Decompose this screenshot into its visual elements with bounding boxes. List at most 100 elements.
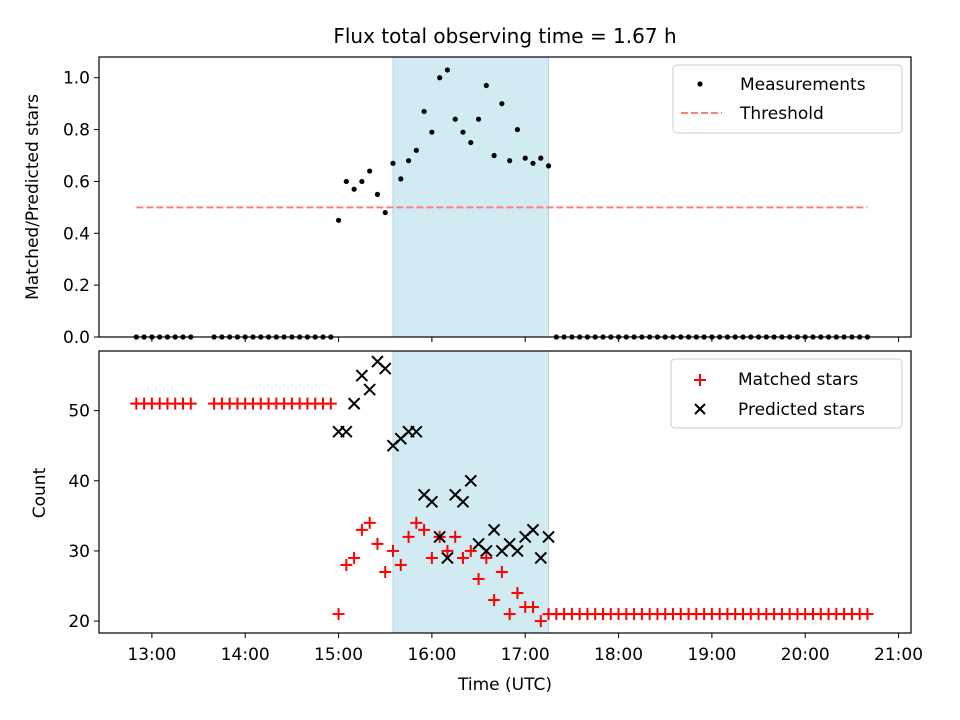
matched-star-point <box>394 558 407 571</box>
matched-star-point <box>488 594 501 607</box>
legend-measurements-marker <box>697 81 703 87</box>
measurement-point <box>452 116 458 122</box>
matched-star-point <box>324 397 337 410</box>
top-panel: 0.0 0.2 0.4 0.6 0.8 1.0 Matched/Predicted sta… <box>23 56 912 348</box>
measurement-point <box>460 129 466 135</box>
predicted-star-point <box>441 551 454 565</box>
matched-star-point <box>363 516 376 529</box>
measurement-point <box>522 155 528 161</box>
top-legend-box <box>672 64 903 134</box>
matched-star-point <box>464 544 477 557</box>
predicted-star-point <box>379 362 392 375</box>
measurement-point <box>343 178 349 185</box>
cross-b <box>511 544 524 558</box>
predicted-star-point <box>526 523 540 537</box>
matched-star-point <box>340 558 353 571</box>
x-tick-label: 18:00 <box>594 645 643 665</box>
matched-star-point <box>371 537 384 550</box>
measurement-point <box>530 160 536 166</box>
legend-measurements-label: Measurements <box>740 75 866 95</box>
predicted-star-point <box>425 495 439 509</box>
x-tick-label: 15:00 <box>314 645 363 665</box>
measurement-point <box>359 178 365 185</box>
cross-b <box>441 551 454 565</box>
measurement-point <box>483 82 489 89</box>
x-tick-label: 13:00 <box>127 645 176 665</box>
cross-b <box>379 362 392 375</box>
x-tick-label: 19:00 <box>687 645 736 665</box>
measurement-point <box>413 147 419 153</box>
matched-star-point <box>534 615 547 628</box>
predicted-star-point <box>456 495 470 509</box>
matched-star-point <box>511 587 524 600</box>
predicted-star-point <box>464 474 477 487</box>
measurement-point <box>398 176 404 182</box>
cross-b <box>480 544 493 558</box>
measurement-point <box>538 155 544 161</box>
legend-predicted-marker <box>694 403 706 415</box>
cross-b <box>410 425 423 438</box>
bottom-legend: Matched stars Predicted stars <box>670 358 903 429</box>
cross-b <box>417 488 431 502</box>
y-tick-label: 0.8 <box>63 121 90 141</box>
matched-star-point <box>355 523 368 536</box>
matched-star-point <box>379 565 392 578</box>
top-legend: Measurements Threshold <box>672 64 903 134</box>
legend-matched-marker <box>694 374 706 386</box>
measurement-point <box>468 139 474 146</box>
cross-b <box>449 488 462 502</box>
matched-star-point <box>457 551 469 564</box>
matched-star-point <box>503 608 516 621</box>
bottom-panel: 20 30 40 50 13:00 14:00 15:00 16:00 17:00 18:00 1… <box>30 350 923 695</box>
measurement-point <box>444 67 451 73</box>
predicted-star-point <box>355 369 369 382</box>
matched-star-point <box>425 551 438 564</box>
cross-b <box>456 495 470 509</box>
measurement-point <box>421 108 427 115</box>
cross-b <box>433 530 446 544</box>
y-tick-label: 1.0 <box>63 69 90 89</box>
bottom-ylabel: Count <box>30 467 50 518</box>
measurement-point <box>437 75 443 81</box>
cross-b <box>534 551 547 565</box>
bottom-xlabel: Time (UTC) <box>457 675 552 695</box>
matched-star-point <box>449 530 462 543</box>
x-tick-label: 20:00 <box>781 645 830 665</box>
predicted-star-point <box>542 530 555 544</box>
shaded-observing-span <box>392 56 550 338</box>
y-tick-label: 0.2 <box>63 276 90 296</box>
matched-star-point <box>472 572 485 585</box>
matched-star-point <box>387 544 399 557</box>
matched-star-point <box>441 544 454 557</box>
legend-threshold-label: Threshold <box>739 104 824 124</box>
matched-star-point <box>418 523 431 536</box>
measurement-point <box>382 209 388 216</box>
y-tick-label: 0.6 <box>63 172 90 192</box>
cross-b <box>355 369 369 382</box>
matched-star-point <box>348 551 361 564</box>
measurement-point <box>507 158 513 164</box>
matched-star-point <box>184 397 197 410</box>
y-tick-label: 0.0 <box>63 328 90 348</box>
measurement-point <box>499 101 505 107</box>
predicted-star-point <box>347 397 361 410</box>
x-tick-label: 14:00 <box>221 645 270 665</box>
cross-b <box>472 537 485 551</box>
shaded-observing-span <box>392 350 550 634</box>
top-axes-frame <box>98 56 912 338</box>
cross-b <box>526 523 540 537</box>
predicted-star-point <box>487 523 501 537</box>
matched-star-point <box>861 608 874 621</box>
x-tick-label: 16:00 <box>407 645 456 665</box>
x-tick-label: 17:00 <box>501 645 550 665</box>
legend-matched-label: Matched stars <box>738 370 858 390</box>
predicted-star-point <box>410 425 423 438</box>
measurement-point <box>351 186 357 192</box>
cross-b <box>340 425 353 438</box>
chart-title: Flux total observing time = 1.67 h <box>333 24 676 48</box>
cross-b <box>487 523 501 537</box>
cross-b <box>371 355 384 368</box>
y-tick-label: 20 <box>68 612 90 632</box>
measurement-point <box>514 126 521 133</box>
